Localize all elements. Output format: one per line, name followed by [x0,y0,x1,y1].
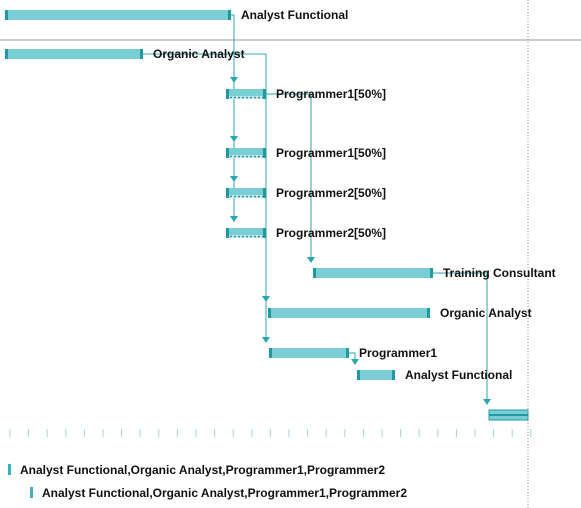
task-bar-start-cap [226,188,229,198]
task-label-t7: Training Consultant [443,266,556,280]
resource-marker [30,487,33,498]
task-bar-end-cap [392,370,395,380]
resource-assignment-line-2: Analyst Functional,Organic Analyst,Progr… [30,486,407,500]
task-label-t6: Programmer2[50%] [276,226,386,240]
dependency-arrowhead [230,136,238,142]
task-bar-t5[interactable] [226,188,266,198]
task-bar-start-cap [5,10,8,20]
resource-assignment-line-1: Analyst Functional,Organic Analyst,Progr… [8,463,385,477]
task-label-t2: Organic Analyst [153,47,245,61]
task-bar-fill[interactable] [226,188,266,198]
task-bar-t3[interactable] [226,89,266,99]
task-bar-fill[interactable] [226,148,266,158]
task-bar-t1[interactable] [5,10,231,20]
dependency-arrowhead [351,359,359,365]
task-bar-end-cap [228,10,231,20]
task-bar-start-cap [226,148,229,158]
task-bar-start-cap [269,348,272,358]
task-bar-fill[interactable] [5,49,143,59]
task-bar-t4[interactable] [226,148,266,158]
dependency-line [433,272,488,404]
task-bar-end-cap [140,49,143,59]
task-bar-start-cap [268,308,271,318]
task-bar-t7[interactable] [313,268,433,278]
task-label-t3: Programmer1[50%] [276,87,386,101]
task-bar-fill[interactable] [226,228,266,238]
task-bar-t11[interactable] [488,409,529,421]
task-bar-start-cap [5,49,8,59]
dependency-arrowhead [262,296,270,302]
task-bar-t2[interactable] [5,49,143,59]
task-bar-fill[interactable] [269,348,349,358]
dependency-line [231,14,235,82]
dependency-arrowhead [262,337,270,343]
dependency-connectors [143,14,491,405]
resource-assignment-text-2: Analyst Functional,Organic Analyst,Progr… [42,486,407,500]
task-bar-start-cap [357,370,360,380]
task-bar-fill[interactable] [268,308,430,318]
task-bar-fill[interactable] [313,268,433,278]
task-bar-fill[interactable] [5,10,231,20]
task-bar-end-cap [427,308,430,318]
task-bar-t9[interactable] [269,348,349,358]
dependency-line [143,53,267,300]
task-label-t8: Organic Analyst [440,306,532,320]
task-bar-start-cap [313,268,316,278]
task-bar-end-cap [430,268,433,278]
dependency-line [266,93,312,262]
dependency-arrowhead [307,257,315,263]
task-bar-end-cap [263,188,266,198]
task-bar-fill[interactable] [226,89,266,99]
dependency-arrowhead [483,399,491,405]
task-label-t1: Analyst Functional [241,8,348,22]
dependency-arrowhead [230,176,238,182]
task-bar-end-cap [263,228,266,238]
task-label-t4: Programmer1[50%] [276,146,386,160]
task-bar-end-cap [346,348,349,358]
task-label-t9: Programmer1 [359,346,437,360]
task-label-t5: Programmer2[50%] [276,186,386,200]
task-bar-end-cap [263,148,266,158]
dependency-arrowhead [230,77,238,83]
resource-marker [8,464,11,475]
task-bar-t8[interactable] [268,308,430,318]
resource-assignment-text-1: Analyst Functional,Organic Analyst,Progr… [20,463,385,477]
dependency-arrowhead [230,216,238,222]
task-bar-t6[interactable] [226,228,266,238]
task-label-t10: Analyst Functional [405,368,512,382]
task-bars: Analyst Functional Organic Analyst Program… [5,8,556,421]
task-bar-t10[interactable] [357,370,395,380]
task-bar-fill[interactable] [357,370,395,380]
task-bar-start-cap [226,228,229,238]
task-bar-start-cap [226,89,229,99]
task-bar-end-cap [263,89,266,99]
